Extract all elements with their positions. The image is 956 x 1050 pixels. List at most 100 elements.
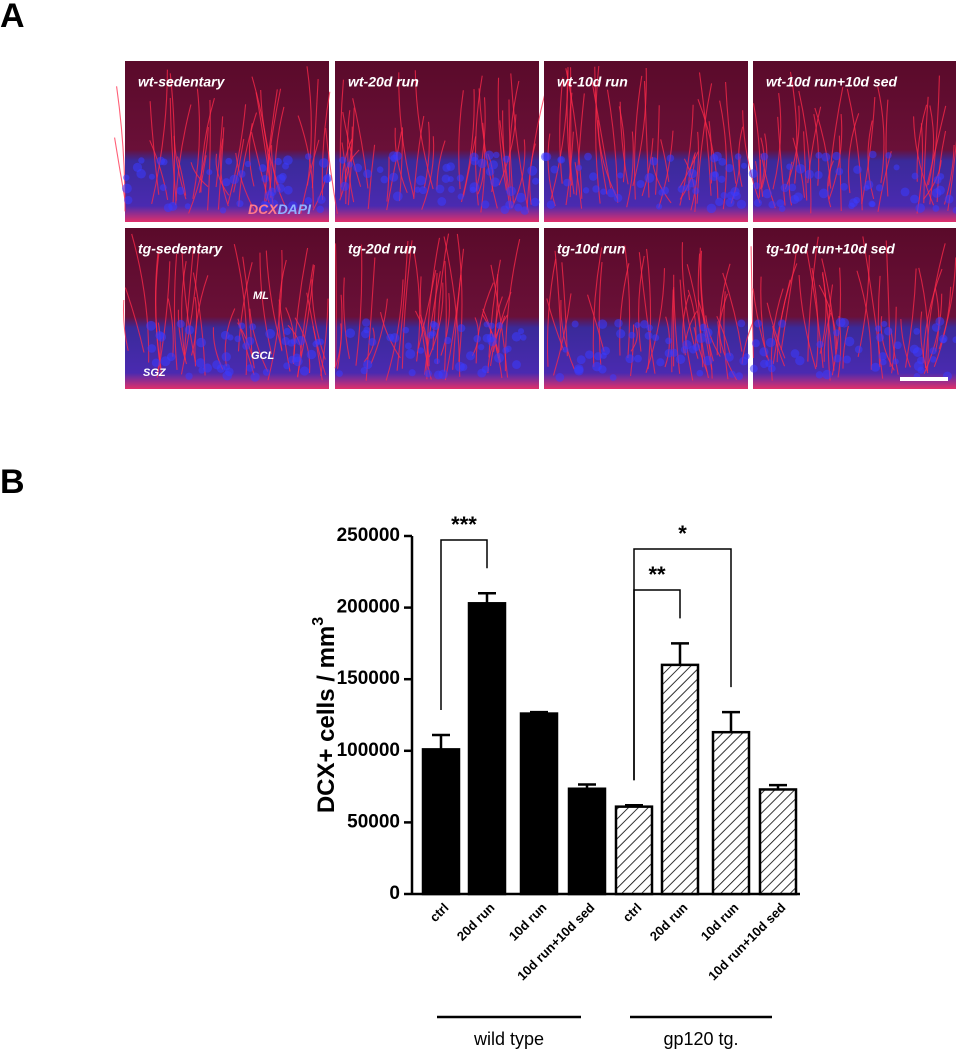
bar bbox=[614, 805, 654, 896]
neurite bbox=[151, 69, 168, 205]
nucleus bbox=[515, 192, 526, 203]
neurite bbox=[183, 246, 195, 355]
neurite bbox=[725, 81, 737, 184]
nucleus bbox=[339, 156, 347, 164]
nucleus bbox=[317, 195, 326, 204]
nucleus bbox=[520, 206, 530, 215]
nucleus bbox=[340, 181, 350, 191]
nucleus bbox=[776, 199, 785, 208]
x-tick-label: 10d run bbox=[506, 900, 550, 944]
neurite bbox=[456, 233, 463, 362]
nucleus bbox=[306, 349, 317, 360]
nucleus bbox=[795, 163, 806, 174]
nucleus bbox=[562, 346, 569, 353]
neurite bbox=[641, 138, 654, 197]
bar bbox=[467, 602, 507, 896]
nucleus bbox=[527, 165, 538, 176]
neurite bbox=[780, 245, 798, 351]
nucleus bbox=[485, 167, 495, 176]
nucleus bbox=[444, 336, 452, 345]
nucleus bbox=[427, 331, 435, 339]
neurite bbox=[498, 114, 517, 186]
nucleus bbox=[582, 187, 590, 194]
nucleus bbox=[494, 352, 504, 363]
nucleus bbox=[502, 155, 511, 163]
neurite bbox=[370, 298, 388, 364]
neurite bbox=[497, 77, 507, 191]
nucleus bbox=[752, 182, 760, 190]
nucleus bbox=[754, 319, 763, 328]
neurite bbox=[927, 105, 935, 186]
nucleus bbox=[402, 326, 410, 334]
neurite bbox=[215, 153, 230, 196]
nucleus bbox=[532, 177, 540, 185]
nucleus bbox=[122, 183, 132, 194]
nucleus bbox=[743, 353, 750, 360]
nucleus bbox=[160, 356, 171, 367]
nucleus bbox=[283, 362, 291, 370]
neurite bbox=[227, 104, 247, 205]
nucleus bbox=[124, 195, 133, 205]
nucleus bbox=[878, 352, 887, 361]
nucleus bbox=[227, 334, 234, 341]
neurite bbox=[265, 250, 283, 350]
neurite bbox=[489, 274, 499, 367]
nucleus bbox=[661, 186, 670, 195]
nucleus bbox=[816, 340, 824, 349]
neurite bbox=[846, 88, 863, 211]
neurite bbox=[547, 133, 556, 207]
neurite bbox=[421, 136, 435, 210]
neurite bbox=[806, 250, 824, 368]
image-label: wt-sedentary bbox=[138, 74, 226, 90]
nucleus bbox=[724, 352, 734, 362]
bar bbox=[567, 787, 607, 896]
nucleus bbox=[283, 327, 291, 336]
nucleus bbox=[246, 364, 254, 372]
nucleus bbox=[258, 164, 267, 173]
nucleus bbox=[617, 172, 624, 179]
nucleus bbox=[728, 370, 736, 378]
neurite bbox=[385, 279, 404, 381]
neurite bbox=[337, 294, 343, 369]
nucleus bbox=[465, 351, 476, 361]
nucleus bbox=[546, 200, 556, 210]
nucleus bbox=[363, 169, 372, 179]
neurite bbox=[856, 270, 872, 370]
nucleus bbox=[853, 165, 862, 174]
nucleus bbox=[892, 358, 899, 365]
nucleus bbox=[912, 347, 923, 357]
significance-bracket bbox=[633, 548, 732, 781]
nucleus bbox=[592, 361, 602, 372]
nucleus bbox=[469, 152, 479, 162]
panel-label: B bbox=[0, 463, 25, 501]
nucleus bbox=[767, 364, 776, 373]
neurite bbox=[698, 72, 712, 196]
nucleus bbox=[625, 354, 635, 364]
image-label: tg-10d run bbox=[557, 241, 625, 257]
bar bbox=[660, 663, 700, 896]
nucleus bbox=[734, 153, 742, 160]
significance-bracket bbox=[440, 539, 488, 711]
neurite bbox=[686, 264, 704, 368]
nucleus bbox=[592, 185, 600, 193]
nucleus bbox=[790, 349, 800, 358]
neurite bbox=[568, 92, 575, 195]
x-tick-label: 20d run bbox=[647, 900, 691, 944]
nucleus bbox=[680, 345, 689, 354]
y-tick-label: 150000 bbox=[337, 668, 400, 689]
nucleus bbox=[244, 160, 252, 168]
neurite bbox=[504, 239, 521, 372]
nucleus bbox=[575, 164, 583, 171]
neurite bbox=[626, 131, 634, 208]
nucleus bbox=[147, 344, 157, 353]
neurite bbox=[233, 138, 245, 193]
nucleus bbox=[138, 157, 145, 164]
neurite bbox=[693, 327, 708, 373]
neurite bbox=[251, 76, 272, 198]
neurite bbox=[311, 79, 319, 189]
neurite bbox=[499, 120, 513, 209]
neurite bbox=[803, 131, 808, 201]
panel-label: A bbox=[0, 0, 25, 35]
neurite bbox=[697, 98, 719, 200]
neurite bbox=[312, 326, 327, 376]
